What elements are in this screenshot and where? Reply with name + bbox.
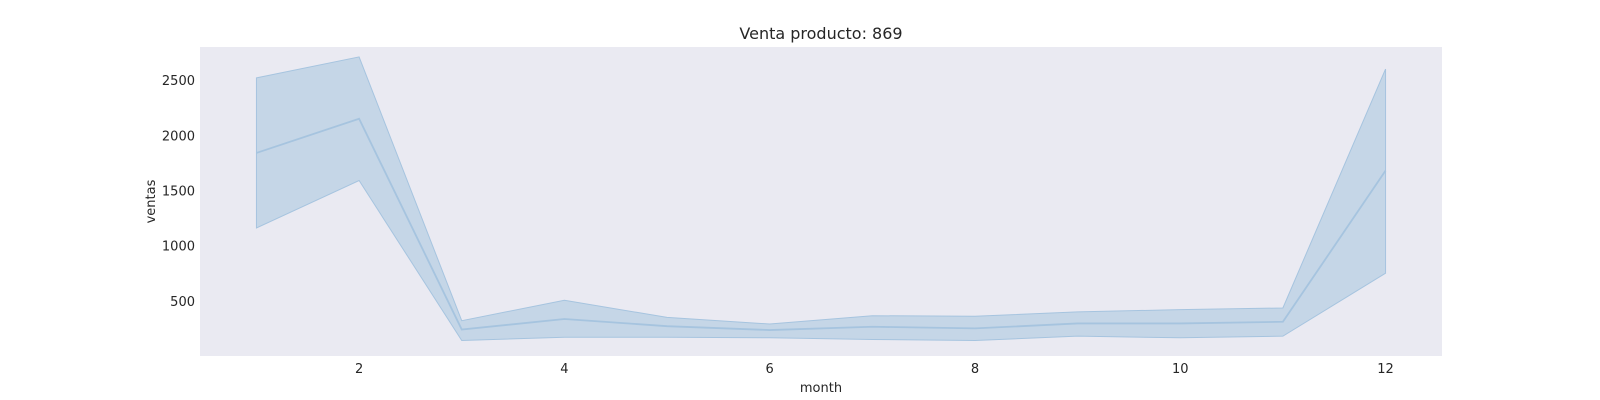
data-point: [1076, 321, 1080, 325]
data-point: [1281, 320, 1285, 324]
x-tick-label: 12: [1377, 362, 1394, 377]
x-tick-label: 6: [766, 362, 774, 377]
series-line: [256, 117, 1387, 331]
y-tick-label: 2500: [162, 74, 195, 89]
data-point: [357, 117, 361, 121]
data-point: [1178, 321, 1182, 325]
data-point: [1384, 169, 1388, 173]
x-tick-label: 4: [560, 362, 568, 377]
y-tick-label: 1000: [162, 240, 195, 255]
data-point: [973, 326, 977, 330]
data-point: [254, 151, 258, 155]
chart-title: Venta producto: 869: [739, 24, 902, 43]
series-line-layer: [254, 117, 1388, 332]
confidence-band: [255, 56, 1387, 342]
data-point: [768, 328, 772, 332]
data-point: [665, 324, 669, 328]
y-axis-label: ventas: [144, 179, 159, 223]
data-point: [562, 317, 566, 321]
x-tick-label: 8: [971, 362, 979, 377]
y-tick-label: 1500: [162, 184, 195, 199]
x-tick-labels: 2 4 6 8 10 12: [355, 362, 1394, 377]
x-tick-label: 10: [1172, 362, 1189, 377]
data-point: [460, 328, 464, 332]
data-point: [870, 325, 874, 329]
y-tick-label: 500: [170, 295, 195, 310]
confidence-band-layer: [255, 56, 1387, 342]
x-axis-label: month: [800, 381, 842, 396]
y-tick-labels: 500 1000 1500 2000 2500: [162, 74, 195, 310]
x-tick-label: 2: [355, 362, 363, 377]
y-tick-label: 2000: [162, 129, 195, 144]
